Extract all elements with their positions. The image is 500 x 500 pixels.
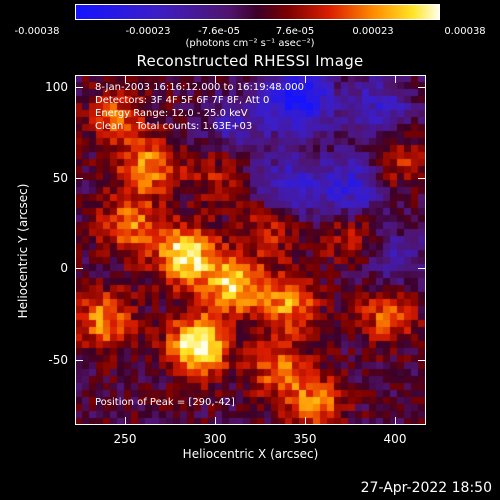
x-tick-label: 250 (113, 432, 137, 446)
colorbar-tick-label: -0.00038 (14, 26, 60, 37)
heatmap-image (75, 75, 426, 425)
colorbar-tick-label: -0.00023 (125, 26, 171, 37)
y-tick-label: -50 (48, 353, 68, 367)
colorbar-tick-label: -7.6e-05 (198, 26, 240, 37)
x-tick-mark (395, 75, 396, 83)
detectors-label: Detectors: 3F 4F 5F 6F 7F 8F, Att 0 (95, 95, 270, 106)
x-tick-mark (215, 75, 216, 83)
y-tick-mark (418, 360, 426, 361)
x-tick-label: 400 (383, 432, 407, 446)
x-tick-mark (305, 417, 306, 425)
y-axis-label: Heliocentric Y (arcsec) (16, 183, 30, 319)
colorbar-units: (photons cm⁻² s⁻¹ asec⁻²) (185, 38, 315, 49)
y-tick-label: 0 (60, 261, 68, 275)
y-tick-mark (75, 360, 83, 361)
colorbar (75, 4, 440, 20)
energy-range-label: Energy Range: 12.0 - 25.0 keV (95, 108, 248, 119)
colorbar-tick-label: 7.6e-05 (275, 26, 315, 37)
colorbar-tick-label: 0.00023 (352, 26, 394, 37)
x-tick-mark (305, 75, 306, 83)
chart-title: Reconstructed RHESSI Image (136, 52, 364, 70)
x-tick-mark (125, 417, 126, 425)
y-tick-mark (418, 178, 426, 179)
x-tick-mark (125, 75, 126, 83)
y-tick-label: 50 (52, 171, 68, 185)
time-range-label: 8-Jan-2003 16:16:12.000 to 16:19:48.000 (95, 82, 304, 93)
x-tick-label: 350 (293, 432, 317, 446)
peak-position-label: Position of Peak = [290,-42] (95, 397, 235, 408)
clean-counts-label: Clean Total counts: 1.63E+03 (95, 121, 253, 132)
x-tick-mark (395, 417, 396, 425)
y-tick-mark (418, 268, 426, 269)
y-tick-mark (75, 87, 83, 88)
x-tick-label: 300 (203, 432, 227, 446)
colorbar-tick-label: 0.00038 (444, 26, 486, 37)
y-tick-mark (418, 87, 426, 88)
x-tick-mark (215, 417, 216, 425)
y-tick-mark (75, 178, 83, 179)
y-tick-mark (75, 268, 83, 269)
x-axis-label: Heliocentric X (arcsec) (182, 447, 319, 461)
timestamp: 27-Apr-2022 18:50 (360, 480, 492, 496)
y-tick-label: 100 (45, 80, 68, 94)
plot-frame (75, 75, 426, 425)
